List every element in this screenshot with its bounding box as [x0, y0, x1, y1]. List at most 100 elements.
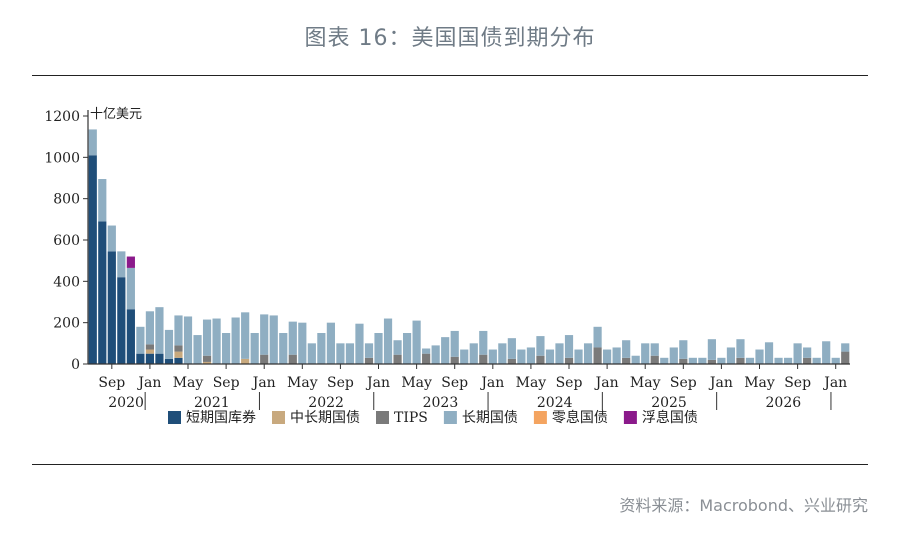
- chart-legend: 短期国库券 中长期国债 TIPS 长期国债 零息国债 浮息国债: [168, 409, 698, 426]
- x-month-label: May: [401, 375, 432, 391]
- bar-segment-1: [117, 277, 126, 364]
- x-month-label: Sep: [670, 375, 697, 391]
- bar-segment-4: [641, 343, 650, 364]
- bar-segment-4: [345, 343, 355, 364]
- legend-label: 短期国库券: [186, 410, 256, 426]
- bar-segment-3: [593, 347, 602, 364]
- bar-segment-4: [422, 348, 431, 354]
- x-month-label: Jan: [251, 375, 276, 391]
- legend-swatch: [376, 411, 389, 424]
- bar-segment-4: [374, 333, 383, 364]
- bar-segment-4: [202, 319, 212, 356]
- bar-segment-4: [383, 318, 393, 364]
- bar-segment-3: [679, 358, 688, 364]
- bar-segment-4: [98, 179, 107, 222]
- x-month-label: Jan: [708, 375, 733, 391]
- top-divider: [32, 75, 868, 76]
- bar-segment-4: [498, 343, 507, 364]
- bar-segment-3: [841, 351, 850, 364]
- bar-segment-3: [174, 345, 183, 352]
- bar-segment-4: [355, 323, 364, 364]
- bar-segment-4: [431, 345, 440, 364]
- bar-segment-1: [145, 353, 155, 364]
- bar-segment-6: [126, 256, 135, 268]
- x-month-label: Jan: [365, 375, 390, 391]
- bar-segment-3: [364, 357, 374, 364]
- bar-segment-3: [507, 358, 516, 364]
- bar-segment-4: [269, 315, 278, 364]
- bar-segment-4: [545, 349, 555, 364]
- legend-swatch: [533, 411, 547, 424]
- bar-segment-4: [603, 349, 612, 364]
- x-month-label: May: [516, 375, 547, 391]
- bar-segment-4: [622, 340, 631, 358]
- x-month-label: Jan: [594, 375, 619, 391]
- bar-segment-4: [612, 347, 621, 364]
- bar-segment-4: [669, 347, 678, 364]
- bar-segment-4: [507, 338, 516, 359]
- bar-segment-2: [202, 361, 212, 364]
- maturity-stacked-bar-chart: 0 200 400 600 800 1000 1200 十亿美元 Sep Jan May Sep Jan…: [44, 107, 850, 426]
- bar-segment-4: [564, 335, 574, 358]
- bar-segment-3: [650, 355, 659, 364]
- bar-segment-1: [155, 353, 164, 364]
- bar-segment-4: [679, 340, 688, 359]
- x-month-label: Jan: [479, 375, 504, 391]
- bar-segment-4: [460, 349, 469, 364]
- bar-segment-4: [517, 349, 526, 364]
- bar-segment-4: [117, 251, 126, 278]
- bar-segment-4: [183, 316, 193, 364]
- bar-segment-4: [298, 322, 307, 364]
- y-tick-label: 200: [53, 316, 80, 332]
- x-year-label: 2023: [423, 395, 459, 411]
- bar-segment-4: [526, 347, 536, 364]
- bar-segment-4: [574, 349, 583, 364]
- bar-segment-4: [698, 357, 707, 364]
- bar-segment-4: [660, 357, 669, 364]
- x-year-label: 2020: [108, 395, 144, 411]
- bar-segment-4: [279, 333, 288, 364]
- x-month-label: Sep: [98, 375, 125, 391]
- legend-swatch: [443, 411, 457, 424]
- x-month-label: Sep: [327, 375, 354, 391]
- bar-segment-4: [231, 317, 240, 364]
- y-tick-label: 1200: [44, 109, 80, 125]
- bar-segment-3: [622, 357, 631, 364]
- bar-segment-4: [822, 341, 831, 364]
- legend-label: 零息国债: [552, 409, 608, 426]
- bar-segment-4: [126, 267, 135, 310]
- bar-segment-4: [107, 225, 116, 252]
- legend-label: 浮息国债: [642, 409, 698, 426]
- bar-segment-3: [803, 357, 812, 364]
- x-year-label: 2024: [537, 395, 573, 411]
- bar-segment-4: [193, 335, 202, 364]
- bar-segment-4: [583, 343, 593, 364]
- y-tick-label: 400: [53, 274, 80, 290]
- bar-segment-3: [479, 354, 488, 364]
- bar-segment-4: [764, 342, 774, 364]
- x-month-label: Sep: [213, 375, 240, 391]
- bar-segment-4: [450, 330, 459, 357]
- chart-title: 图表 16：美国国债到期分布: [304, 26, 596, 51]
- bar-segment-4: [631, 355, 640, 364]
- bar-segment-4: [88, 129, 97, 156]
- bar-segment-1: [174, 357, 183, 364]
- x-month-label: Sep: [441, 375, 468, 391]
- bar-segment-1: [98, 221, 107, 364]
- x-month-label: May: [173, 375, 204, 391]
- bar-segment-3: [536, 355, 545, 364]
- y-tick-label: 800: [53, 192, 80, 208]
- bar-segment-4: [717, 357, 726, 364]
- bar-segment-1: [164, 358, 174, 364]
- legend-label: 长期国债: [462, 410, 518, 426]
- bar-segment-3: [145, 344, 155, 350]
- bar-segment-4: [317, 333, 326, 364]
- bar-segment-4: [469, 343, 478, 364]
- axes-layer: 0 200 400 600 800 1000 1200 十亿美元 Sep Jan May Sep Jan…: [44, 107, 850, 411]
- bar-segment-1: [88, 155, 97, 364]
- bar-segment-3: [288, 354, 297, 364]
- x-month-label: May: [630, 375, 661, 391]
- x-month-label: Jan: [136, 375, 161, 391]
- bar-segment-4: [812, 357, 821, 364]
- bar-segment-4: [250, 333, 259, 364]
